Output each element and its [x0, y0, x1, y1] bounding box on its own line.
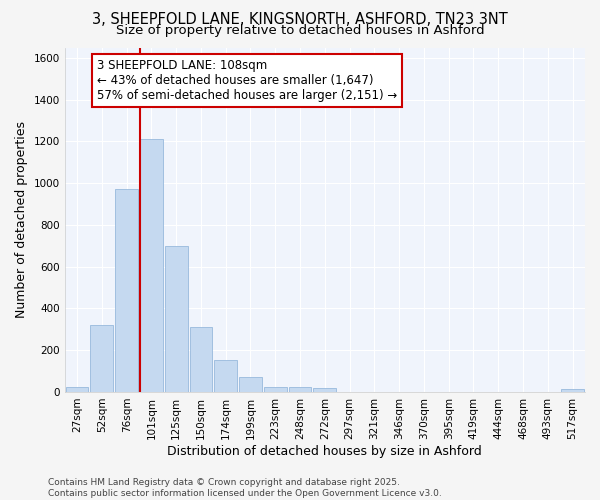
Bar	[214, 360, 237, 392]
Text: Size of property relative to detached houses in Ashford: Size of property relative to detached ho…	[116, 24, 484, 37]
Bar	[65, 386, 88, 392]
Bar	[264, 386, 287, 392]
Bar	[115, 190, 138, 392]
X-axis label: Distribution of detached houses by size in Ashford: Distribution of detached houses by size …	[167, 444, 482, 458]
Bar	[289, 386, 311, 392]
Bar	[140, 140, 163, 392]
Bar	[313, 388, 336, 392]
Bar	[165, 246, 188, 392]
Y-axis label: Number of detached properties: Number of detached properties	[15, 121, 28, 318]
Text: 3 SHEEPFOLD LANE: 108sqm
← 43% of detached houses are smaller (1,647)
57% of sem: 3 SHEEPFOLD LANE: 108sqm ← 43% of detach…	[97, 59, 397, 102]
Bar	[239, 378, 262, 392]
Bar	[91, 325, 113, 392]
Text: 3, SHEEPFOLD LANE, KINGSNORTH, ASHFORD, TN23 3NT: 3, SHEEPFOLD LANE, KINGSNORTH, ASHFORD, …	[92, 12, 508, 28]
Bar	[190, 327, 212, 392]
Text: Contains HM Land Registry data © Crown copyright and database right 2025.
Contai: Contains HM Land Registry data © Crown c…	[48, 478, 442, 498]
Bar	[561, 389, 584, 392]
